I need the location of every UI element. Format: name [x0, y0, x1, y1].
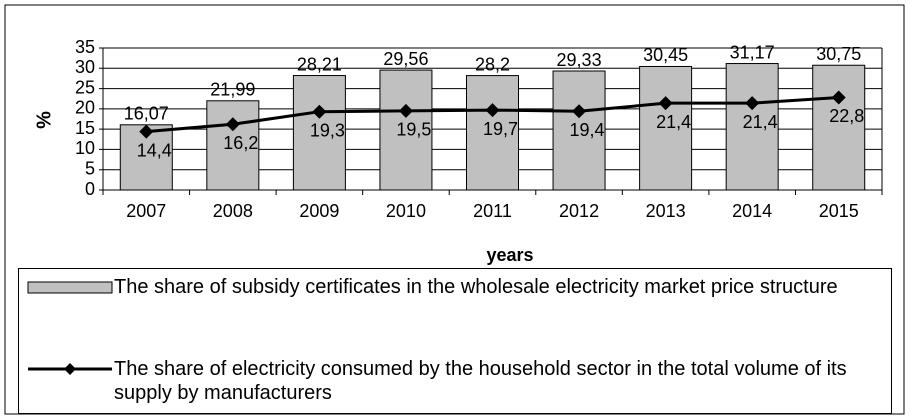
bar: [725, 63, 779, 191]
bar-value-label: 28,21: [297, 54, 342, 74]
x-tick-label: 2014: [732, 201, 772, 221]
line-marker: [745, 96, 760, 111]
legend-swatch: [27, 281, 113, 294]
x-tick-label: 2009: [299, 201, 339, 221]
line-marker: [572, 104, 587, 119]
x-tick-label: 2011: [473, 201, 512, 221]
x-axis-label: years: [486, 245, 533, 265]
bar: [379, 69, 433, 191]
y-tick-label: 10: [75, 138, 95, 158]
line-value-label: 22,8: [829, 106, 864, 126]
y-axis-label: %: [33, 111, 55, 129]
bar: [292, 75, 346, 191]
bar-value-label: 31,17: [730, 42, 775, 62]
x-tick-label: 2007: [126, 201, 166, 221]
x-tick-label: 2015: [819, 201, 859, 221]
y-tick-label: 0: [85, 179, 95, 199]
bar-value-label: 30,75: [816, 44, 861, 64]
line-value-label: 16,2: [223, 133, 258, 153]
legend-label: The share of electricity consumed by the…: [114, 358, 847, 404]
line-value-label: 19,5: [396, 120, 431, 140]
line-value-label: 14,4: [137, 140, 172, 160]
legend-label: The share of subsidy certificates in the…: [114, 276, 838, 298]
line-value-label: 21,4: [656, 112, 691, 132]
line-value-label: 19,3: [310, 120, 345, 140]
y-tick-label: 30: [75, 57, 95, 77]
line-value-label: 19,4: [570, 120, 605, 140]
bar: [466, 75, 519, 191]
bar-value-label: 28,2: [475, 54, 510, 74]
y-tick-label: 35: [75, 37, 95, 57]
x-tick-label: 2013: [646, 201, 686, 221]
line-value-label: 19,7: [483, 119, 518, 139]
line-marker: [312, 104, 327, 119]
line-marker: [225, 117, 240, 132]
y-tick-label: 20: [75, 98, 95, 118]
line-marker: [139, 124, 154, 139]
y-tick-label: 15: [75, 118, 95, 138]
x-tick-label: 2010: [386, 201, 426, 221]
bar: [639, 65, 693, 191]
line-marker: [831, 90, 846, 105]
bar-value-label: 16,07: [124, 104, 169, 124]
line-marker: [658, 96, 673, 111]
legend: The share of subsidy certificates in the…: [18, 268, 892, 414]
bar: [206, 100, 260, 191]
line-marker: [398, 103, 413, 118]
bar-value-label: 29,56: [383, 49, 428, 69]
frame: [4, 4, 905, 415]
bar: [552, 70, 606, 191]
bar-value-label: 21,99: [210, 80, 255, 100]
line-value-label: 21,4: [743, 112, 778, 132]
bar: [812, 64, 866, 191]
y-tick-label: 5: [85, 158, 95, 178]
x-tick-label: 2012: [559, 201, 599, 221]
y-tick-label: 25: [75, 77, 95, 97]
bar-value-label: 29,33: [557, 50, 602, 70]
x-tick-label: 2008: [213, 201, 253, 221]
legend-swatch: [28, 363, 112, 375]
bar-value-label: 30,45: [643, 45, 688, 65]
line-marker: [485, 103, 500, 118]
